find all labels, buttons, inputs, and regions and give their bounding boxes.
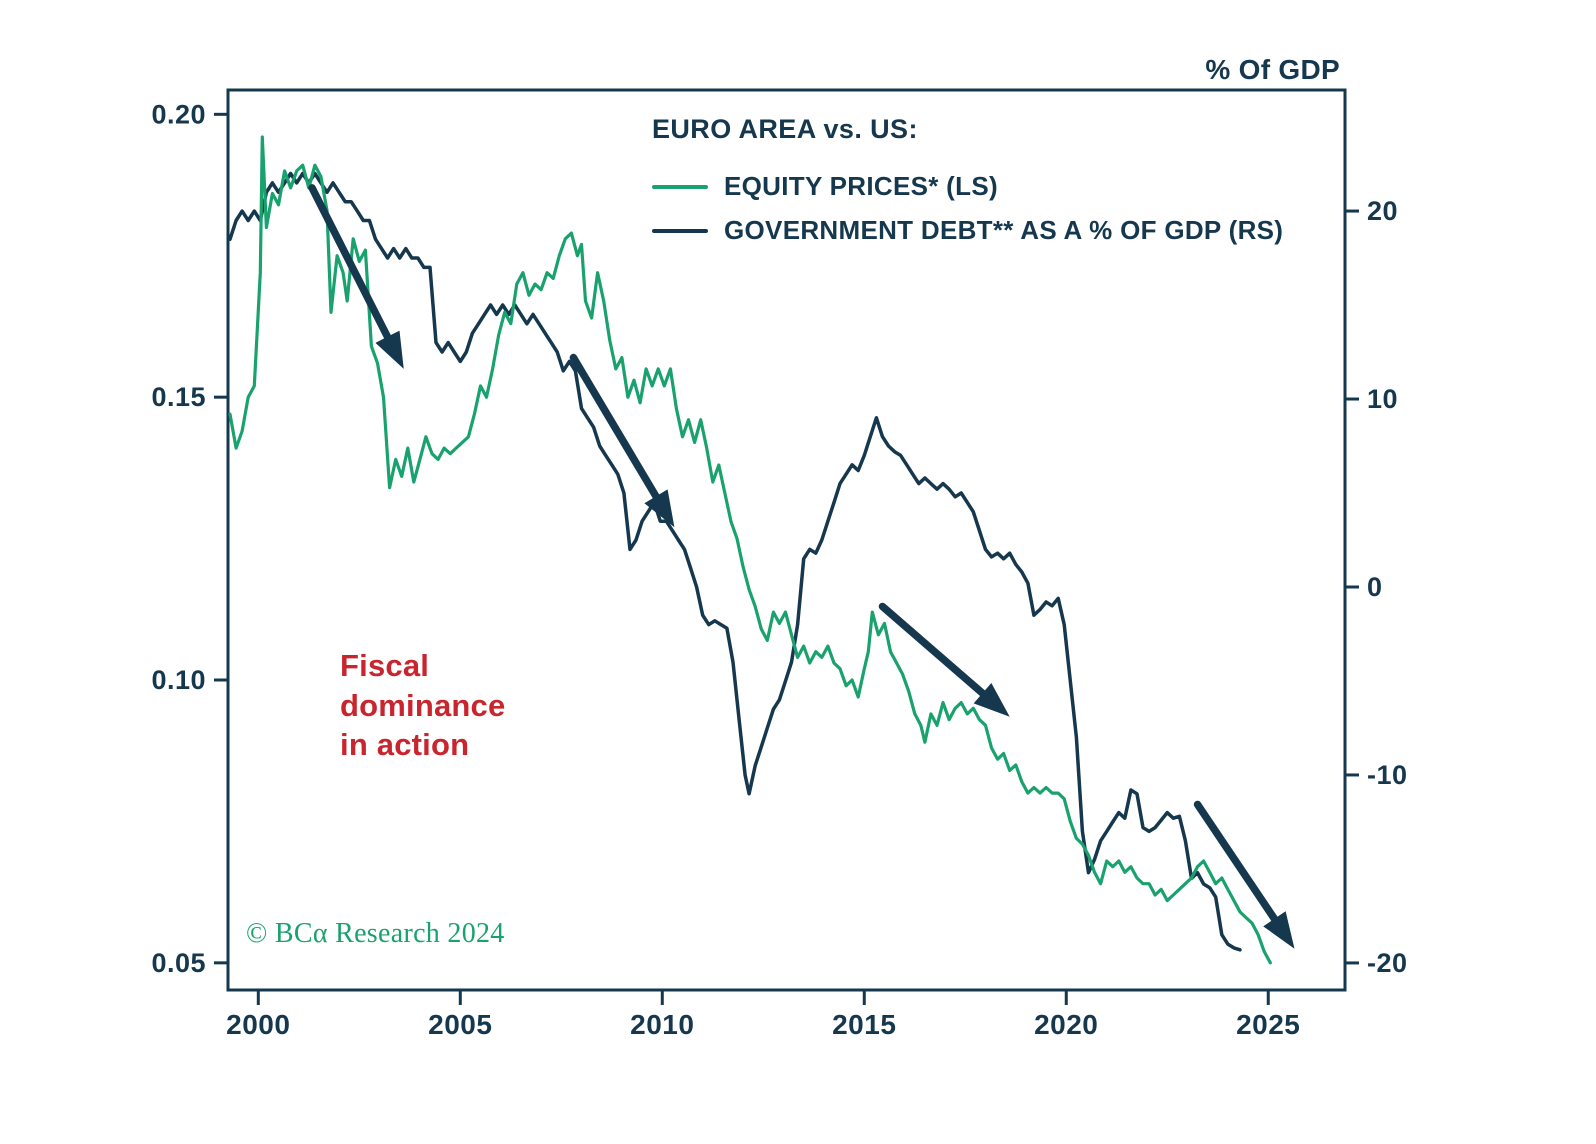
annotation-line: in action <box>340 727 470 763</box>
right-axis-tick-label: 10 <box>1367 384 1398 414</box>
right-axis-tick-label: -20 <box>1367 948 1408 978</box>
right-axis-tick-label: 20 <box>1367 196 1398 226</box>
trend-arrow-shaft <box>308 184 399 355</box>
annotation-line: Fiscal <box>340 648 430 683</box>
x-axis-tick-label: 2010 <box>630 1009 694 1040</box>
trend-arrow-head-icon <box>973 682 1010 717</box>
legend-item-government-debt: GOVERNMENT DEBT** AS A % OF GDP (RS) <box>652 215 1283 246</box>
right-axis-title: % Of GDP <box>1205 54 1340 85</box>
x-axis-tick-label: 2005 <box>428 1009 492 1040</box>
legend-item-label: EQUITY PRICES* (LS) <box>724 171 998 201</box>
left-axis-tick-label: 0.05 <box>151 948 206 978</box>
equity-prices-line <box>228 135 1272 965</box>
legend-title: EURO AREA vs. US: <box>652 114 918 144</box>
trend-arrow-head-icon <box>644 489 675 528</box>
x-axis-tick-label: 2015 <box>832 1009 896 1040</box>
chart-legend: EURO AREA vs. US: EQUITY PRICES* (LS) GO… <box>652 114 1283 259</box>
x-axis-tick-label: 2000 <box>226 1009 290 1040</box>
annotation-line: dominance <box>340 687 506 723</box>
trend-arrow-shaft <box>878 602 999 708</box>
debt-line-swatch-icon <box>652 228 708 233</box>
government-debt-line <box>228 171 1242 952</box>
bca-research-copyright: © BCα Research 2024 <box>246 918 505 949</box>
left-axis-tick-label: 0.15 <box>151 382 206 412</box>
equity-line-swatch-icon <box>652 184 708 189</box>
trend-arrow-shaft <box>1193 800 1288 937</box>
left-axis: 0.20 0.15 0.10 0.05 <box>151 99 228 978</box>
trend-arrow-shaft <box>569 353 669 515</box>
trend-arrow-head-icon <box>1263 911 1295 949</box>
left-axis-tick-label: 0.20 <box>151 99 206 129</box>
x-axis-tick-label: 2025 <box>1236 1009 1300 1040</box>
right-axis-tick-label: 0 <box>1367 572 1383 602</box>
fiscal-dominance-annotation: Fiscal dominance in action <box>340 646 505 765</box>
legend-item-label: GOVERNMENT DEBT** AS A % OF GDP (RS) <box>724 215 1284 245</box>
left-axis-tick-label: 0.10 <box>151 665 206 695</box>
trend-arrows <box>308 184 1295 949</box>
x-axis-tick-label: 2020 <box>1034 1009 1098 1040</box>
trend-arrow-head-icon <box>375 330 404 369</box>
right-axis-tick-label: -10 <box>1367 760 1408 790</box>
legend-item-equity-prices: EQUITY PRICES* (LS) <box>652 171 1283 202</box>
right-axis: 20 10 0 -10 -20 <box>1345 196 1408 978</box>
x-axis: 2000 2005 2010 2015 2020 2025 <box>226 990 1300 1040</box>
plot-border <box>226 88 1347 992</box>
